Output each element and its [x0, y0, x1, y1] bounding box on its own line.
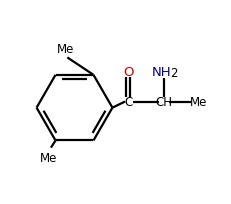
Text: 2: 2 — [170, 67, 177, 80]
Text: CH: CH — [155, 95, 172, 109]
Text: NH: NH — [152, 65, 171, 79]
Text: Me: Me — [190, 95, 207, 109]
Text: O: O — [124, 65, 134, 79]
Text: Me: Me — [40, 151, 58, 164]
Text: C: C — [125, 95, 133, 109]
Text: Me: Me — [57, 42, 74, 55]
